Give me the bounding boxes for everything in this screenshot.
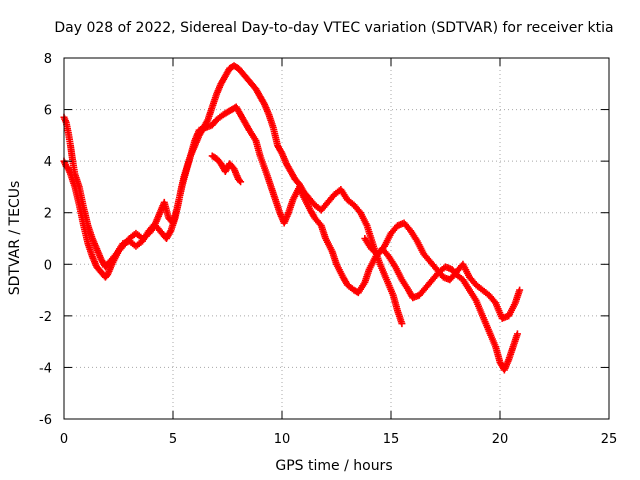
tick-labels: 0 5 10 15 20 25 -6 -4 -2 0 2 4 6 8 xyxy=(39,52,617,447)
y-tick-label: 6 xyxy=(44,104,52,119)
data-point xyxy=(398,320,406,328)
y-axis-title: SDTVAR / TECUs xyxy=(7,181,23,296)
data-point xyxy=(237,178,245,186)
y-tick-label: 8 xyxy=(44,52,52,67)
x-tick-label: 5 xyxy=(169,432,177,447)
chart-title: Day 028 of 2022, Sidereal Day-to-day VTE… xyxy=(54,20,613,36)
x-tick-label: 10 xyxy=(274,432,291,447)
x-tick-label: 15 xyxy=(383,432,400,447)
data-points xyxy=(60,62,524,374)
x-tick-label: 25 xyxy=(601,432,618,447)
x-tick-label: 20 xyxy=(492,432,509,447)
y-tick-label: -6 xyxy=(39,413,52,428)
data-point xyxy=(516,286,524,294)
y-tick-label: -4 xyxy=(39,361,52,376)
y-tick-label: 2 xyxy=(44,207,52,222)
x-tick-label: 0 xyxy=(60,432,68,447)
data-point xyxy=(235,176,243,184)
y-tick-label: -2 xyxy=(39,310,52,325)
data-point xyxy=(513,330,521,338)
plot-frame xyxy=(63,57,610,420)
y-tick-label: 4 xyxy=(44,155,52,170)
x-axis-title: GPS time / hours xyxy=(275,458,392,474)
y-tick-label: 0 xyxy=(44,258,52,273)
